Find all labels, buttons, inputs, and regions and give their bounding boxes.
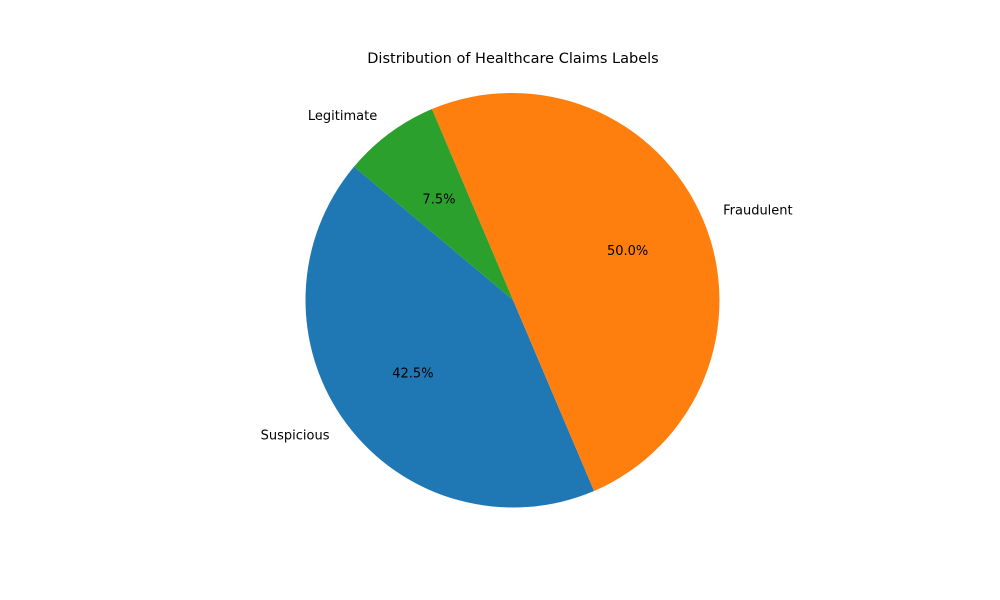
pie-slices <box>305 92 720 508</box>
slice-label-legitimate: Legitimate <box>308 109 377 124</box>
slice-label-fraudulent: Fraudulent <box>723 203 793 218</box>
slice-percent-suspicious: 42.5% <box>392 367 433 382</box>
slice-percent-fraudulent: 50.0% <box>607 244 648 259</box>
slice-label-suspicious: Suspicious <box>261 428 330 443</box>
slice-percent-legitimate: 7.5% <box>422 192 455 207</box>
pie-slice-legitimate <box>354 109 513 300</box>
pie-labels: Suspicious 42.5% Fraudulent 50.0% Legitimate… <box>261 109 793 443</box>
pie-slice-suspicious <box>305 166 595 508</box>
chart-title: Distribution of Healthcare Claims Labels <box>367 51 658 67</box>
pie-slice-fraudulent <box>431 92 720 491</box>
